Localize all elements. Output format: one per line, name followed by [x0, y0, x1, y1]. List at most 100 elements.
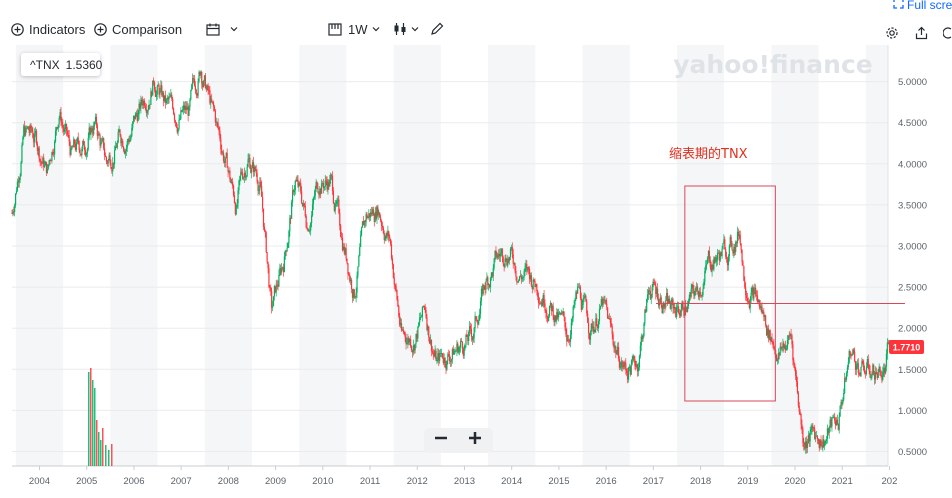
candle-body — [699, 291, 701, 295]
candle-body — [457, 343, 459, 353]
refresh-button[interactable] — [943, 24, 952, 42]
candle-body — [799, 411, 801, 414]
candle-body — [210, 99, 212, 104]
candle-body — [123, 150, 126, 154]
candle-body — [702, 288, 704, 296]
candle-body — [272, 296, 275, 307]
candle-body — [439, 353, 442, 355]
candle-body — [686, 310, 688, 312]
chart-type-selector[interactable] — [393, 20, 419, 38]
candle-body — [642, 335, 644, 340]
candle-body — [790, 334, 792, 336]
candlestick-icon — [393, 22, 407, 36]
candle-body — [654, 283, 656, 286]
candle-body — [208, 90, 210, 92]
candle-body — [14, 204, 16, 212]
candle-body — [578, 286, 581, 288]
candle-body — [118, 129, 120, 133]
comparison-button[interactable]: Comparison — [94, 20, 182, 38]
candle-body — [797, 392, 799, 406]
candle-body — [815, 436, 817, 439]
candle-body — [784, 345, 786, 349]
candle-body — [780, 346, 782, 349]
candle-body — [317, 187, 319, 193]
candle-body — [838, 416, 840, 430]
candle-body — [660, 297, 662, 305]
candle-body — [300, 183, 302, 192]
candle-body — [380, 220, 383, 226]
candle-body — [244, 172, 246, 178]
candle-body — [34, 133, 36, 143]
candle-body — [306, 227, 308, 229]
candle-body — [313, 195, 315, 199]
candle-body — [583, 297, 585, 300]
candle-body — [216, 122, 218, 123]
fullscreen-button[interactable]: Full scre — [893, 0, 952, 12]
candle-body — [650, 296, 652, 299]
candle-body — [549, 302, 552, 306]
candle-body — [232, 185, 235, 196]
candle-body — [652, 281, 654, 288]
candle-body — [209, 90, 211, 104]
candle-body — [173, 114, 176, 121]
candle-body — [817, 439, 819, 441]
candle-body — [264, 230, 266, 233]
candle-body — [428, 326, 430, 338]
candle-body — [686, 306, 689, 312]
candle-body — [726, 256, 728, 260]
settings-button[interactable] — [885, 24, 899, 42]
candle-body — [184, 106, 186, 110]
year-band — [110, 45, 158, 466]
candle-body — [402, 329, 404, 333]
candle-body — [238, 180, 240, 191]
candle-body — [425, 309, 427, 318]
candle-body — [145, 109, 147, 114]
candle-body — [859, 373, 861, 377]
candle-body — [536, 284, 538, 292]
candle-body — [250, 168, 252, 173]
candle-body — [768, 330, 770, 339]
candle-body — [200, 71, 202, 76]
candle-body — [27, 126, 29, 130]
date-range-button[interactable] — [206, 20, 238, 38]
candle-body — [505, 258, 507, 261]
candle-body — [827, 428, 829, 434]
candle-body — [398, 306, 400, 317]
candle-body — [79, 149, 81, 154]
candle-body — [294, 180, 296, 191]
year-band — [15, 45, 64, 466]
candle-body — [646, 299, 648, 312]
candle-body — [853, 349, 855, 352]
candle-body — [229, 170, 231, 180]
candle-body — [657, 298, 660, 306]
candle-body — [518, 276, 521, 281]
zoom-in-button[interactable] — [458, 428, 492, 453]
candle-body — [584, 295, 586, 298]
share-button[interactable] — [915, 24, 928, 42]
candle-body — [188, 106, 190, 116]
candle-body — [430, 339, 433, 351]
interval-selector[interactable]: 1W — [328, 20, 380, 38]
indicators-button[interactable]: Indicators — [11, 20, 85, 38]
candle-body — [266, 252, 268, 262]
candle-body — [449, 360, 452, 362]
y-tick-label: 1.0000 — [898, 406, 927, 417]
candle-body — [413, 345, 415, 351]
candle-body — [489, 284, 491, 288]
candle-body — [676, 306, 679, 308]
candle-body — [462, 348, 464, 356]
candle-body — [604, 299, 606, 301]
candle-body — [406, 343, 408, 345]
candle-body — [105, 156, 107, 162]
zoom-out-button[interactable] — [424, 428, 458, 453]
candle-body — [713, 258, 715, 270]
x-tick-label: 2020 — [784, 476, 805, 487]
draw-button[interactable] — [430, 20, 444, 38]
candle-body — [98, 133, 100, 136]
candle-body — [845, 372, 848, 380]
candle-body — [745, 295, 748, 299]
candle-body — [635, 365, 637, 367]
candle-body — [99, 135, 101, 146]
candle-body — [170, 94, 172, 97]
